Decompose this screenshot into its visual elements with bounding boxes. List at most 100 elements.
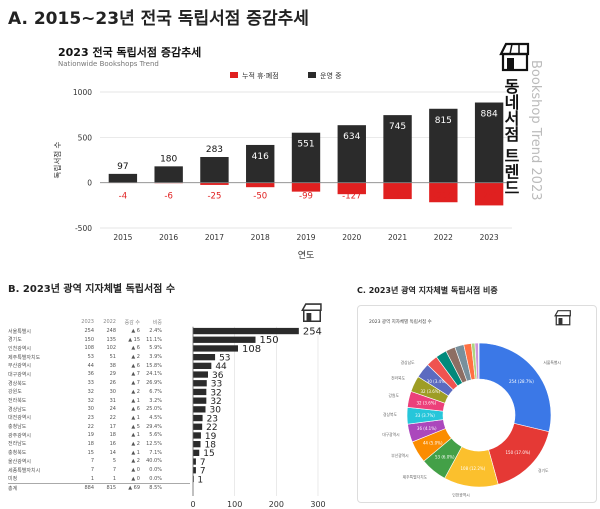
x-tick-label: 2020	[342, 233, 361, 242]
row-change: ▲ 6	[131, 362, 140, 369]
bar-value-label: 22	[206, 423, 217, 433]
slice-category-label: 서울특별시	[543, 360, 560, 365]
bar-operating	[154, 166, 183, 183]
row-name: 대전광역시	[8, 415, 32, 422]
pie-slice	[478, 342, 552, 433]
bar-region	[193, 362, 212, 369]
legend-label: 운영 중	[320, 71, 342, 80]
row-change: ▲ 6	[131, 345, 140, 352]
table-row: 충청북도 15 14 ▲ 1 7.1%	[8, 448, 190, 457]
slice-label: 254 (28.7%)	[509, 379, 534, 384]
table-row: 경상북도 33 26 ▲ 7 26.9%	[8, 379, 190, 388]
bar-region	[193, 449, 200, 456]
row-2023: 23	[87, 414, 94, 421]
row-change: ▲ 6	[131, 328, 140, 335]
row-change: ▲ 2	[131, 458, 140, 465]
row-share: 6.7%	[149, 388, 162, 395]
table-row: 부산광역시 44 38 ▲ 6 15.8%	[8, 361, 190, 370]
x-tick-label: 100	[227, 500, 242, 509]
bar-value-label: 32	[210, 388, 221, 398]
bar-closed	[337, 182, 366, 195]
bar-value-label: 15	[203, 449, 214, 459]
row-share: 5.6%	[149, 432, 162, 439]
bar-closed	[246, 182, 275, 188]
bar-value-label: 33	[211, 380, 222, 390]
header-change: 증감 수	[124, 319, 140, 326]
legend-label: 누적 휴·폐점	[242, 71, 279, 80]
x-tick-label: 2017	[205, 233, 224, 242]
brand-english: Bookshop Trend 2023	[528, 60, 543, 201]
slice-label: 36 (4.1%)	[417, 426, 437, 431]
row-share: 24.1%	[146, 371, 162, 378]
row-change: ▲ 2	[131, 440, 140, 447]
bar-operating	[383, 115, 412, 183]
row-name: 경상북도	[8, 380, 27, 387]
row-name: 제주특별자치도	[8, 354, 41, 361]
row-2022: 18	[109, 432, 116, 439]
value-label-operating: 283	[206, 145, 223, 155]
slice-category-label: 대구광역시	[382, 432, 399, 437]
bar-region	[193, 423, 203, 430]
row-2023: 108	[84, 345, 94, 352]
value-label-closed: -181	[388, 192, 407, 202]
x-tick-label: 2023	[480, 233, 499, 242]
bar-region	[193, 467, 196, 474]
row-share: 7.1%	[149, 449, 162, 456]
row-2023: 30	[87, 406, 94, 413]
row-share: 26.9%	[146, 380, 162, 387]
legend-swatch	[230, 72, 238, 78]
bar-operating	[108, 173, 138, 183]
row-name: 세종특별자치시	[8, 467, 41, 474]
slice-category-label: 부산광역시	[391, 453, 408, 458]
bar-value-label: 23	[207, 414, 218, 424]
row-2023: 44	[87, 362, 94, 369]
bar-value-label: 18	[205, 441, 217, 451]
bar-operating	[200, 157, 229, 183]
table-row: 서울특별시 254 248 ▲ 6 2.4%	[8, 327, 190, 336]
bar-region	[193, 406, 206, 413]
slice-category-label: 전라북도	[391, 375, 405, 380]
x-tick-label: 0	[190, 500, 195, 509]
value-label-operating: 180	[160, 154, 177, 164]
value-label-operating: 745	[389, 122, 406, 132]
value-label-operating: 97	[117, 162, 128, 172]
row-2022: 26	[109, 380, 116, 387]
chart-b-regions: 0 100 200 300254150108534436333232302322191…	[190, 326, 325, 509]
table-total-row: 총계 884 815 ▲ 69 8.5%	[8, 483, 190, 493]
row-2023: 18	[87, 440, 94, 447]
total-2022: 815	[106, 485, 116, 492]
table-row: 광주광역시 19 18 ▲ 1 5.6%	[8, 431, 190, 440]
row-share: 12.5%	[146, 440, 162, 447]
table-row: 미정 1 1 ▲ 0 0.0%	[8, 474, 190, 483]
bar-operating	[474, 102, 504, 183]
section-a-title: A. 2015~23년 전국 독립서점 증감추세	[8, 9, 309, 29]
slice-category-label: 제주특별자치도	[403, 474, 428, 479]
y-tick-label: 500	[78, 133, 93, 142]
table-row: 전라남도 18 16 ▲ 2 12.5%	[8, 440, 190, 449]
slice-label: 32 (3.6%)	[420, 389, 440, 394]
table-row: 전라북도 32 31 ▲ 1 3.2%	[8, 396, 190, 405]
bar-region	[193, 371, 208, 378]
value-label-closed: -50	[253, 192, 267, 202]
row-name: 인천광역시	[8, 345, 32, 352]
x-tick-label: 2022	[434, 233, 453, 242]
row-2023: 7	[90, 467, 94, 474]
row-change: ▲ 6	[131, 406, 140, 413]
row-share: 11.1%	[146, 336, 162, 343]
row-2023: 32	[87, 397, 94, 404]
bar-value-label: 32	[210, 397, 221, 407]
x-tick-label: 300	[310, 500, 325, 509]
row-2022: 248	[106, 328, 116, 335]
x-tick-label: 2016	[159, 233, 178, 242]
row-share: 40.0%	[146, 458, 162, 465]
bar-region	[193, 327, 299, 335]
row-name: 전라남도	[8, 441, 27, 448]
bar-region	[193, 388, 207, 396]
bar-closed	[474, 182, 504, 206]
x-tick-label: 2021	[388, 233, 407, 242]
table-row: 경기도 150 135 ▲ 15 11.1%	[8, 335, 190, 344]
table-row: 경상남도 30 24 ▲ 6 25.0%	[8, 405, 190, 414]
bar-value-label: 1	[197, 475, 203, 485]
row-2023: 7	[90, 458, 94, 465]
bar-value-label: 44	[215, 362, 227, 372]
